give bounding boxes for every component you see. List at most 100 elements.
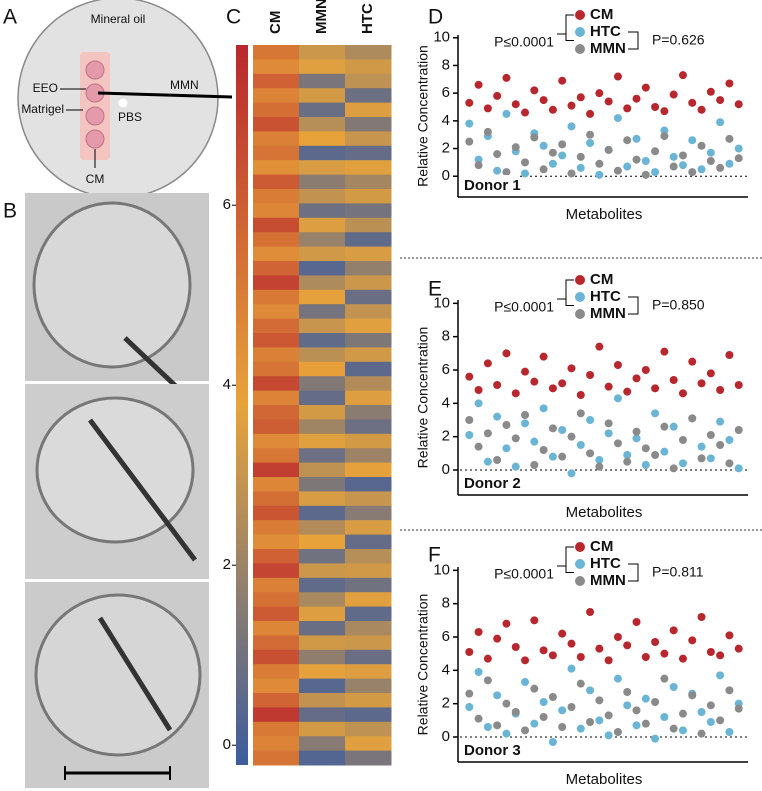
point (539, 165, 548, 174)
point (548, 452, 557, 461)
heatmap-cell (345, 361, 392, 377)
heatmap-cell (253, 678, 300, 694)
heatmap-cell (253, 649, 300, 665)
legend-dot (575, 27, 585, 37)
heatmap-cell (253, 477, 300, 492)
point (697, 442, 706, 451)
bracket (628, 563, 639, 582)
point (483, 359, 492, 368)
p-value: P≤0.0001 (494, 299, 554, 315)
point (558, 452, 567, 461)
point (697, 141, 706, 150)
heatmap-cell (299, 73, 346, 89)
point (651, 384, 660, 393)
point (669, 162, 678, 171)
point (530, 133, 539, 142)
point (604, 711, 613, 720)
point (641, 461, 650, 469)
point (641, 694, 650, 703)
heatmap-cell (253, 462, 300, 478)
heatmap-cell (299, 59, 346, 75)
diagram-title: Mineral oil (91, 12, 146, 26)
heatmap-cell (299, 347, 346, 363)
point (632, 618, 641, 626)
point (651, 734, 660, 743)
heatmap-cell (253, 275, 300, 291)
point (502, 444, 511, 453)
heatmap-cell (299, 707, 346, 723)
heatmap-cell (345, 505, 392, 521)
point (716, 671, 725, 680)
point (474, 668, 483, 676)
needle (97, 91, 233, 99)
point (660, 649, 669, 658)
heatmap-cell (345, 649, 392, 665)
point (493, 150, 502, 159)
point (493, 456, 502, 464)
point (595, 456, 604, 464)
heatmap-cell (253, 721, 300, 737)
point (669, 422, 678, 431)
heatmap-cell (299, 333, 346, 348)
x-axis-label: Metabolites (566, 504, 643, 521)
point (651, 451, 660, 459)
point (548, 384, 557, 393)
point (567, 469, 576, 478)
point (483, 723, 492, 731)
legend-dot (575, 542, 585, 552)
heatmap-cell (299, 275, 346, 291)
point (734, 100, 743, 109)
point (474, 161, 483, 170)
point (660, 447, 669, 456)
heatmap-cell (345, 592, 392, 608)
heatmap-cell (345, 160, 392, 176)
heatmap-cell (299, 477, 346, 492)
heatmap-cell (299, 117, 346, 132)
point (697, 613, 706, 621)
point (632, 721, 641, 730)
heatmap-cell (253, 419, 300, 435)
point (567, 703, 576, 711)
point (558, 76, 567, 85)
y-tick-label: 4 (442, 112, 450, 129)
heatmap-cell (253, 693, 300, 708)
point (558, 140, 567, 149)
heatmap-cell (299, 390, 346, 406)
heatmap-cell (345, 232, 392, 248)
y-tick-label: 6 (442, 628, 450, 645)
column-label: HTC (359, 3, 376, 34)
point (539, 646, 548, 655)
point (725, 631, 734, 640)
point (595, 716, 604, 725)
point (632, 155, 641, 164)
legend-label: CM (590, 6, 613, 23)
point (530, 684, 539, 693)
heatmap-cell (345, 318, 392, 334)
point (502, 73, 511, 82)
heatmap-cell (299, 750, 346, 766)
heatmap-cell (299, 405, 346, 420)
legend-dot (575, 275, 585, 285)
dish (17, 0, 219, 199)
legend-dot (575, 559, 585, 569)
point (623, 641, 632, 650)
point (493, 412, 502, 421)
point (474, 155, 483, 164)
heatmap-cell (253, 304, 300, 320)
point (623, 136, 632, 145)
heatmap-cell (299, 102, 346, 118)
point (678, 726, 687, 735)
y-tick-label: 10 (433, 29, 450, 46)
legend-label: MMN (590, 40, 626, 57)
point (493, 691, 502, 700)
point (716, 96, 725, 105)
point (548, 148, 557, 157)
point (465, 431, 474, 439)
point (493, 721, 502, 730)
heatmap-cell (253, 577, 300, 593)
pipette (123, 336, 184, 394)
point (474, 386, 483, 394)
point (539, 713, 548, 721)
pipette (88, 418, 197, 562)
bracket (565, 14, 574, 41)
